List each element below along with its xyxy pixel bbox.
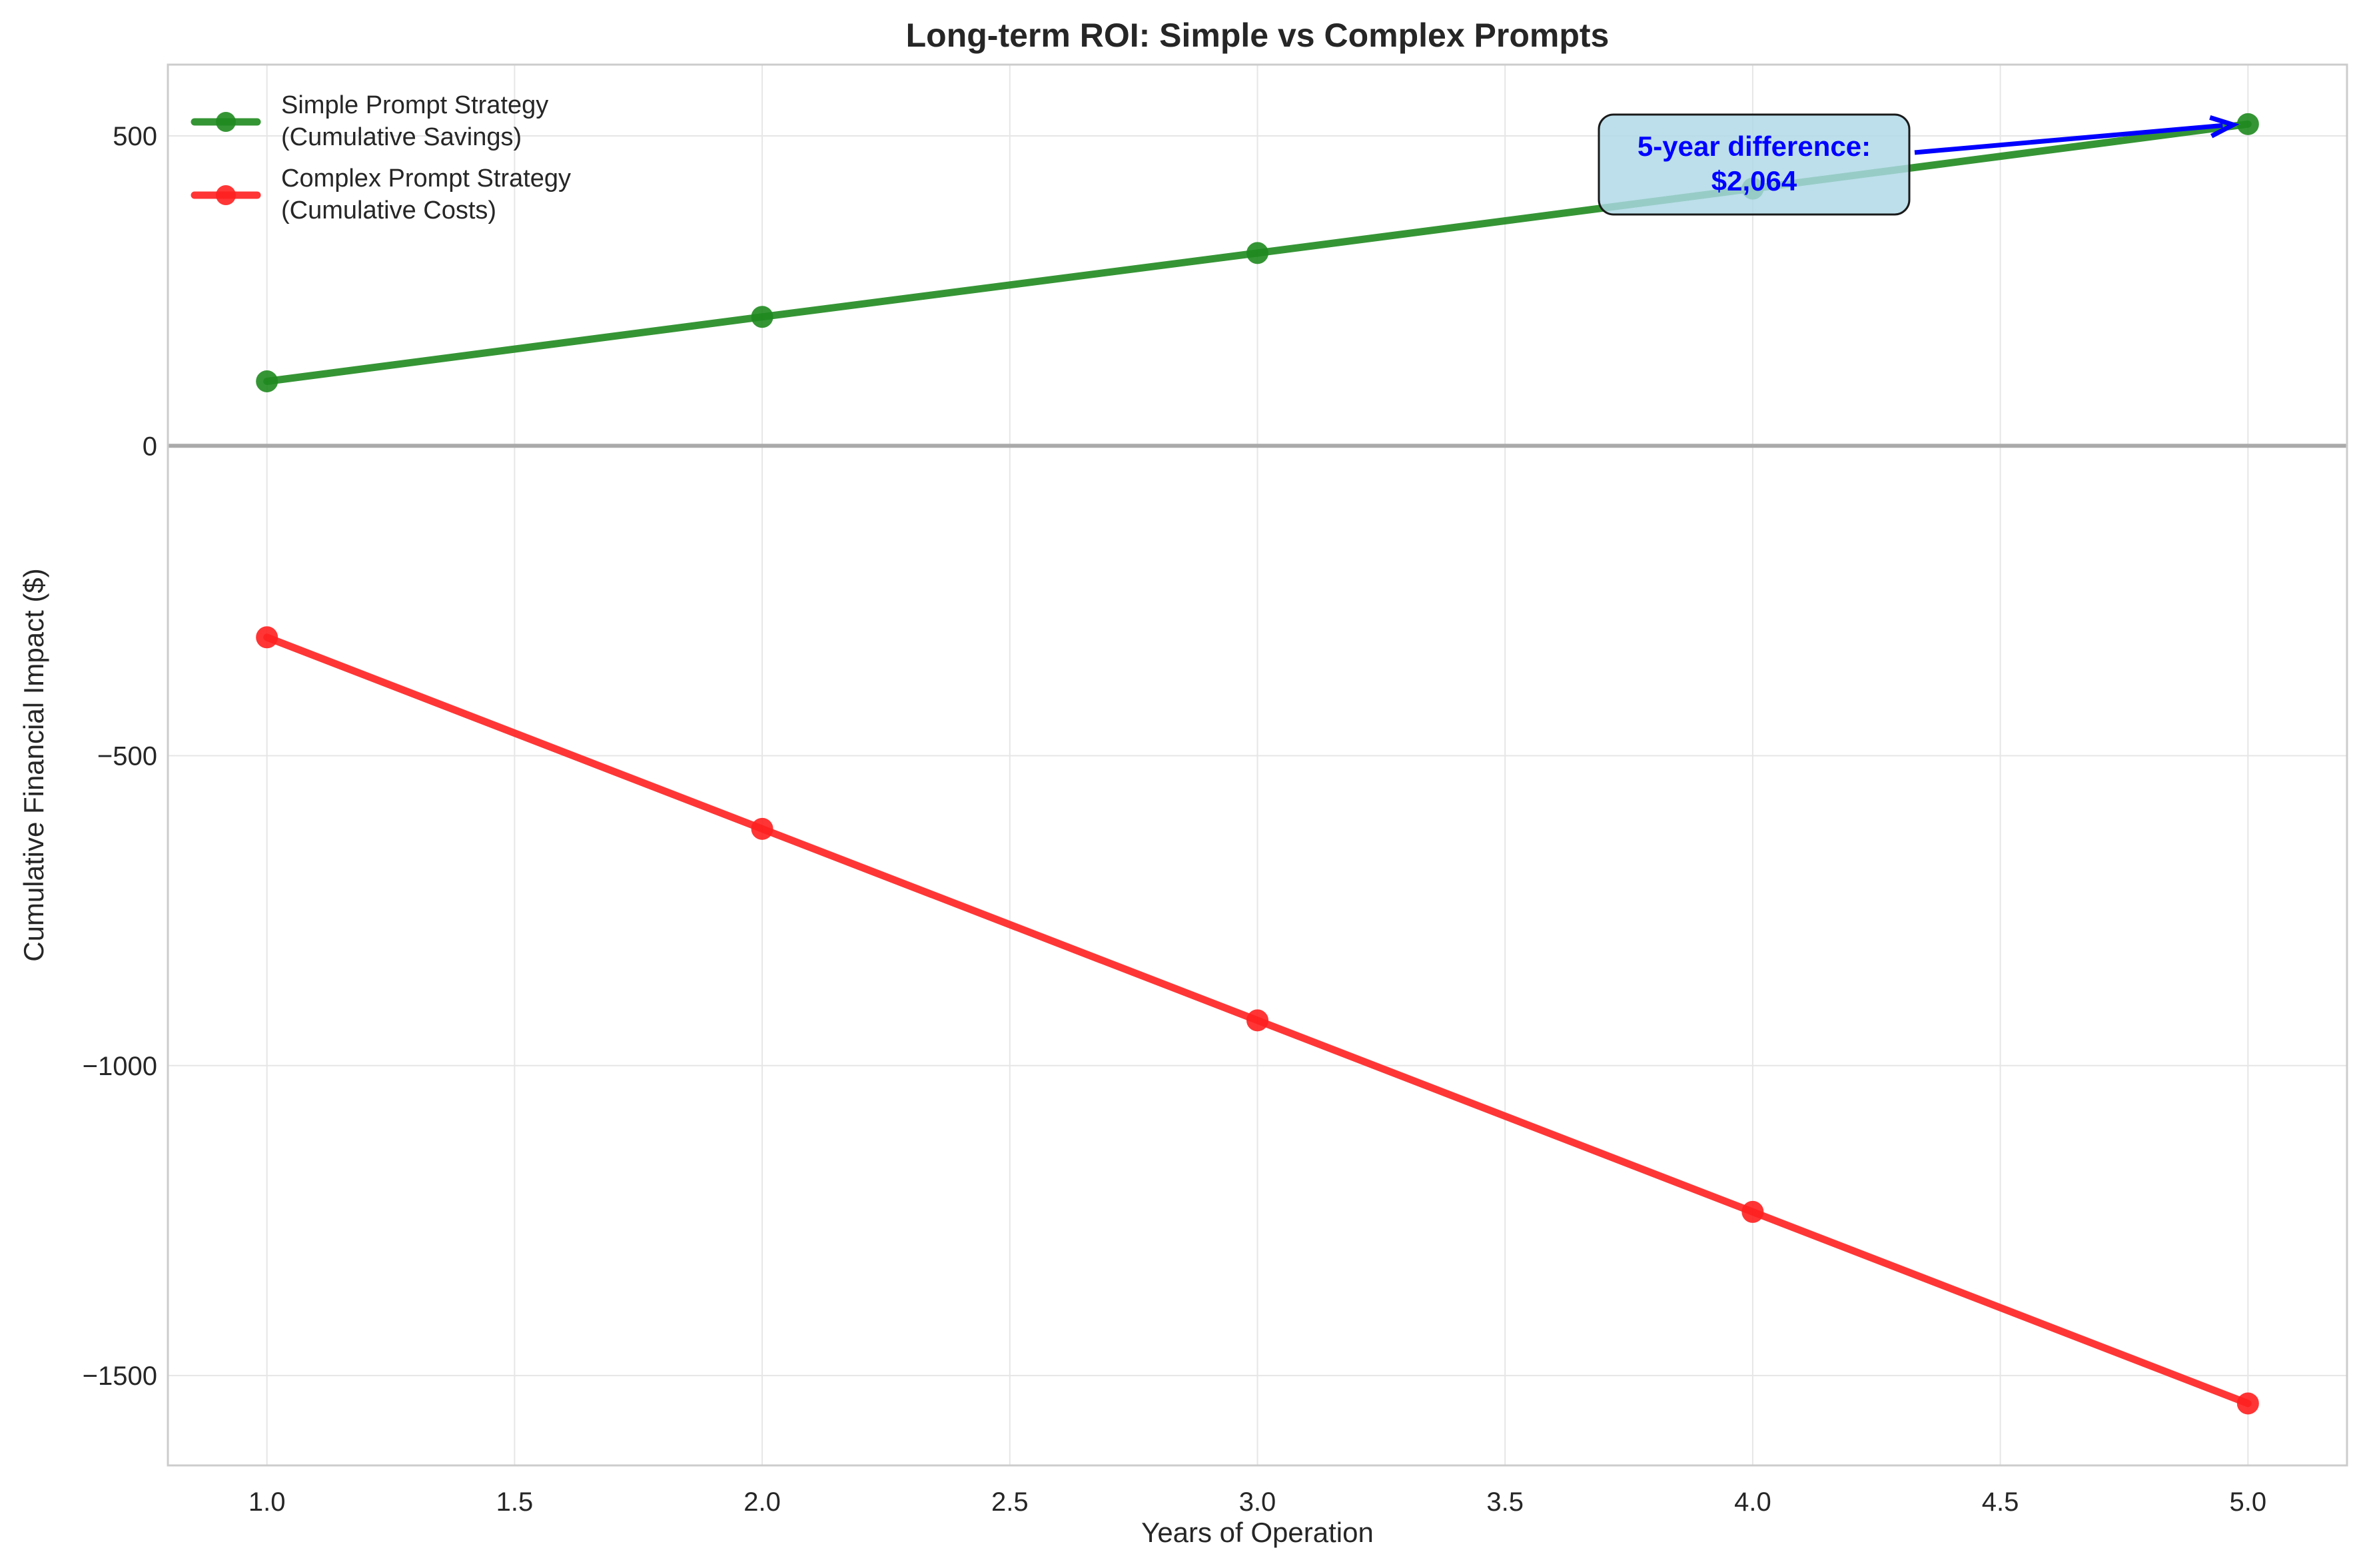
data-point-0 <box>751 306 773 328</box>
x-tick-label: 3.0 <box>1239 1487 1276 1517</box>
plot-frame <box>167 63 2348 1467</box>
y-tick-label: −1500 <box>83 1362 157 1391</box>
y-tick-label: −1000 <box>83 1052 157 1081</box>
annotation-box <box>1598 113 1911 216</box>
x-tick-label: 1.5 <box>496 1487 534 1517</box>
data-point-0 <box>2236 113 2259 135</box>
x-tick-label: 1.0 <box>248 1487 286 1517</box>
legend-label-1: (Cumulative Costs) <box>281 196 496 224</box>
y-axis-label: Cumulative Financial Impact ($) <box>18 568 49 962</box>
legend-label-0: (Cumulative Savings) <box>281 123 522 151</box>
legend-marker-0 <box>216 112 236 132</box>
data-point-1 <box>1246 1009 1268 1032</box>
y-tick-label: 0 <box>143 432 157 461</box>
x-tick-label: 3.5 <box>1486 1487 1524 1517</box>
y-tick-label: 500 <box>113 122 157 151</box>
data-point-0 <box>1246 242 1268 264</box>
data-point-0 <box>256 370 278 393</box>
x-tick-label: 2.0 <box>743 1487 781 1517</box>
annotation-arrowhead <box>2209 115 2240 139</box>
legend-label-0: Simple Prompt Strategy <box>281 91 548 119</box>
legend-label-1: Complex Prompt Strategy <box>281 165 571 193</box>
annotation-text: $2,064 <box>1711 165 1797 196</box>
annotation-text: 5-year difference: <box>1638 131 1871 162</box>
x-axis-label: Years of Operation <box>1141 1517 1374 1548</box>
x-tick-label: 2.5 <box>991 1487 1029 1517</box>
data-point-1 <box>751 817 773 840</box>
x-tick-label: 4.0 <box>1734 1487 1771 1517</box>
x-tick-label: 4.5 <box>1982 1487 2019 1517</box>
legend-marker-1 <box>216 185 236 205</box>
data-point-1 <box>1741 1200 1764 1223</box>
annotation-arrow-shaft <box>1914 123 2223 155</box>
data-point-1 <box>256 626 278 649</box>
y-tick-label: −500 <box>97 742 157 771</box>
chart-title: Long-term ROI: Simple vs Complex Prompts <box>906 17 1610 54</box>
data-point-1 <box>2236 1392 2259 1415</box>
x-tick-label: 5.0 <box>2230 1487 2267 1517</box>
